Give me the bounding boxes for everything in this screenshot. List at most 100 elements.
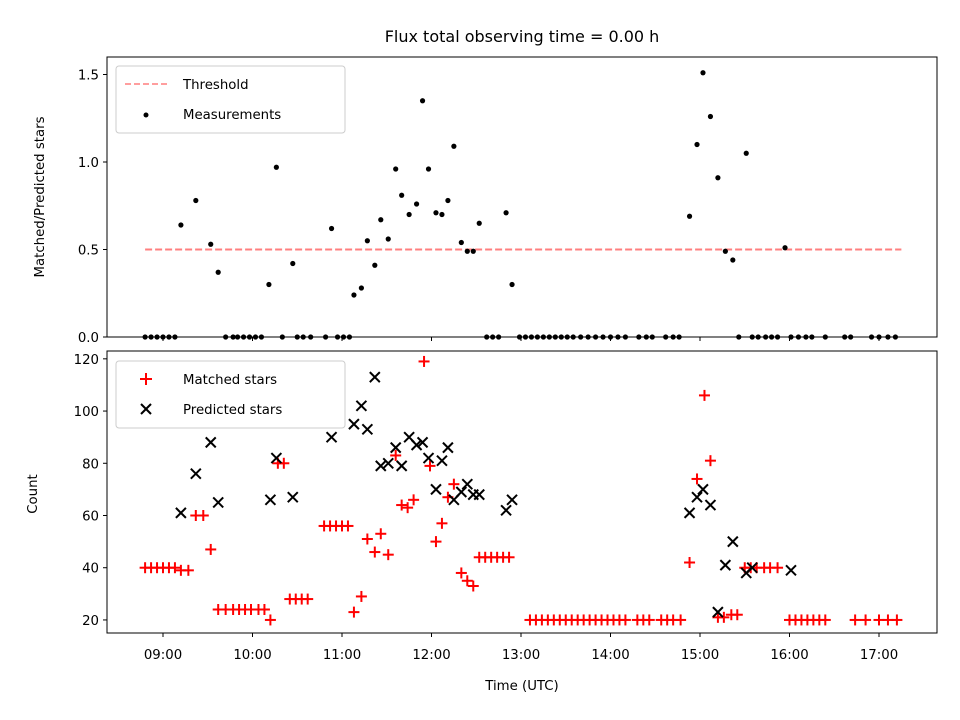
matched-star-point [418, 355, 430, 367]
measurement-point [328, 225, 335, 232]
predicted-star-point [697, 483, 709, 496]
matched-star-point [698, 389, 710, 401]
predicted-star-point [719, 559, 732, 571]
matched-star-point [408, 494, 420, 506]
top-y-tick-label: 0.5 [78, 244, 99, 259]
top-y-tick-label: 1.5 [78, 69, 99, 84]
bottom-y-tick-label: 120 [74, 353, 99, 368]
matched-star-point [355, 590, 367, 602]
measurement-point [372, 262, 378, 268]
predicted-star-point [190, 468, 202, 480]
chart-title: Flux total observing time = 0.00 h [385, 27, 660, 46]
matched-star-point [182, 564, 194, 576]
measurement-point [266, 281, 272, 288]
measurement-point [215, 269, 221, 275]
predicted-star-point [264, 494, 277, 506]
measurement-point [178, 222, 184, 228]
matched-star-point [424, 460, 436, 472]
measurement-point [503, 210, 509, 216]
x-tick-label: 11:00 [323, 648, 361, 663]
measurement-point [686, 213, 693, 219]
bottom-y-tick-label: 80 [82, 457, 99, 472]
measurement-point [707, 113, 714, 120]
matched-star-point [891, 614, 903, 626]
matched-star-point [382, 549, 394, 561]
measurement-point [694, 141, 700, 148]
bottom-legend-box [115, 360, 346, 429]
top-y-axis-label: Matched/Predicted stars [33, 116, 48, 277]
measurement-point [208, 241, 214, 247]
matched-star-point [718, 611, 730, 623]
matched-star-point [169, 562, 181, 574]
measurement-point [700, 70, 706, 76]
matched-star-point [205, 543, 217, 555]
x-tick-label: 13:00 [502, 648, 540, 663]
predicted-star-point [382, 457, 394, 469]
matched-star-point [430, 536, 442, 548]
predicted-star-point [785, 564, 797, 577]
measurement-point [458, 239, 464, 246]
measurement-point [393, 166, 399, 172]
x-tick-label: 16:00 [770, 648, 808, 663]
measurement-point [782, 245, 788, 251]
predicted-star-point [287, 491, 299, 503]
matched-legend-label: Matched stars [183, 373, 277, 388]
measurement-point [470, 248, 476, 254]
predicted-star-point [361, 423, 374, 436]
measurement-point [743, 150, 749, 156]
matched-star-point [691, 473, 703, 485]
bottom-y-tick-label: 60 [82, 510, 99, 525]
matched-star-point [348, 606, 360, 618]
measurement-point [290, 260, 296, 267]
predicted-star-point [325, 431, 338, 443]
measurement-point [476, 220, 482, 226]
measurement-point [445, 197, 451, 204]
predicted-star-point [270, 452, 283, 464]
predicted-star-point [461, 478, 474, 490]
matched-star-point [302, 593, 314, 605]
matched-star-point [467, 580, 479, 592]
measurement-point [358, 285, 364, 291]
predicted-star-point [422, 452, 435, 464]
x-tick-label: 14:00 [591, 648, 629, 663]
predicted-legend-label: Predicted stars [183, 403, 282, 418]
top-x-axis [162, 337, 880, 341]
matched-star-point [375, 528, 387, 540]
matched-star-point [619, 614, 631, 626]
predicted-star-point [691, 491, 703, 503]
matched-star-point [675, 614, 687, 626]
matched-star-point [264, 614, 276, 626]
measurement-point [406, 211, 412, 218]
x-tick-label: 10:00 [233, 648, 271, 663]
predicted-star-point [205, 436, 217, 449]
predicted-star-point [442, 441, 454, 454]
top-legend-box [115, 65, 346, 134]
predicted-star-point [473, 488, 485, 501]
predicted-star-point [389, 441, 402, 454]
measurement-point [273, 164, 279, 170]
matched-star-point [849, 614, 861, 626]
predicted-star-point [175, 507, 187, 519]
top-subplot: 0.0 0.5 1.0 1.5 Matched/Predicted stars Thr… [33, 56, 938, 346]
measurements-legend-swatch [143, 112, 149, 118]
x-tick-label: 09:00 [144, 648, 182, 663]
predicted-star-point [455, 486, 468, 498]
matched-star-point [704, 455, 716, 467]
x-tick-label: 15:00 [681, 648, 719, 663]
predicted-star-point [436, 454, 448, 467]
measurement-point [715, 175, 721, 181]
top-plot-frame [106, 56, 938, 338]
matched-star-point [684, 557, 696, 568]
measurement-point [730, 257, 736, 263]
matched-star-point [772, 562, 784, 574]
measurements-legend-label: Measurements [183, 108, 281, 123]
matched-star-point [258, 604, 270, 615]
matched-star-point [643, 614, 655, 626]
predicted-star-point [727, 535, 739, 548]
bottom-x-axis: 09:00 10:00 11:00 12:00 13:00 14:00 15:00 16:00… [144, 633, 898, 663]
matched-star-point [731, 609, 743, 621]
top-y-tick-label: 0.0 [78, 331, 99, 346]
measurement-point [509, 281, 515, 288]
bottom-y-axis: 20 40 60 80 100 120 [74, 353, 107, 629]
predicted-legend-swatch [140, 403, 152, 415]
